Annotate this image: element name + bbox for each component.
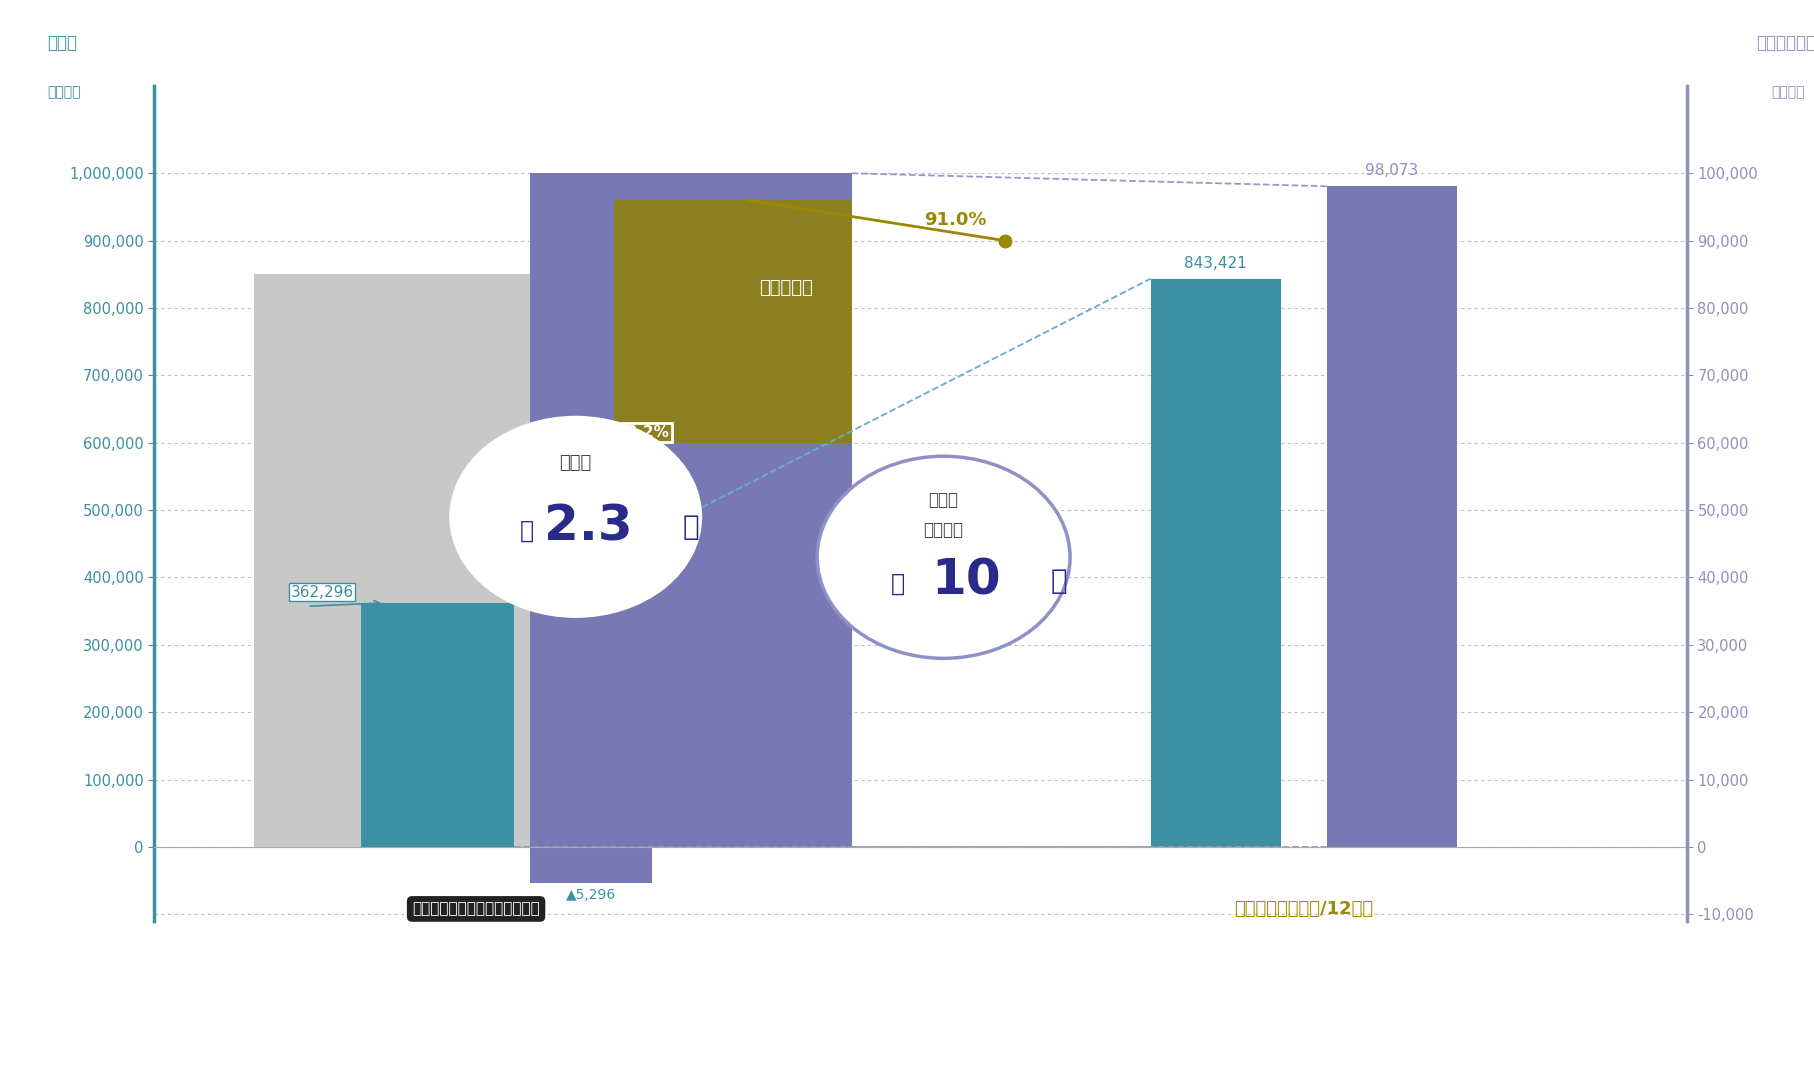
Text: 843,421: 843,421	[1185, 256, 1246, 271]
Bar	[530, 847, 653, 883]
Text: 10: 10	[932, 557, 1001, 605]
Text: （千円）: （千円）	[1770, 86, 1805, 100]
Text: 償却前: 償却前	[929, 491, 958, 509]
Text: 客室稼働率: 客室稼働率	[760, 278, 813, 297]
Text: 98,073: 98,073	[1366, 163, 1419, 178]
Text: 売上高: 売上高	[47, 34, 76, 52]
Text: 関与前（平成２０年／１２期）: 関与前（平成２０年／１２期）	[412, 902, 541, 917]
Text: 倍: 倍	[682, 513, 698, 541]
Text: （千円）: （千円）	[47, 86, 80, 100]
Bar	[361, 603, 515, 847]
Text: ▲5,296: ▲5,296	[566, 888, 617, 902]
Ellipse shape	[816, 456, 1070, 659]
Bar	[1150, 278, 1281, 847]
Text: 営業利益: 営業利益	[923, 522, 963, 540]
Text: 関与後（令和元年/12期）: 関与後（令和元年/12期）	[1234, 900, 1373, 918]
Text: 償却前営業利益: 償却前営業利益	[1756, 34, 1814, 52]
Text: 売上高: 売上高	[559, 454, 591, 472]
Text: 約: 約	[891, 572, 905, 597]
Text: 約: 約	[519, 518, 533, 542]
Text: 倍: 倍	[1050, 567, 1067, 594]
Ellipse shape	[450, 416, 702, 618]
Bar	[613, 200, 851, 442]
Text: 362,296: 362,296	[290, 585, 354, 600]
Text: 2.3: 2.3	[544, 503, 633, 550]
Text: 58.2%: 58.2%	[617, 425, 669, 440]
Text: 91.0%: 91.0%	[923, 211, 987, 228]
Bar	[254, 274, 851, 847]
Bar	[1326, 186, 1457, 847]
Bar	[530, 174, 851, 847]
